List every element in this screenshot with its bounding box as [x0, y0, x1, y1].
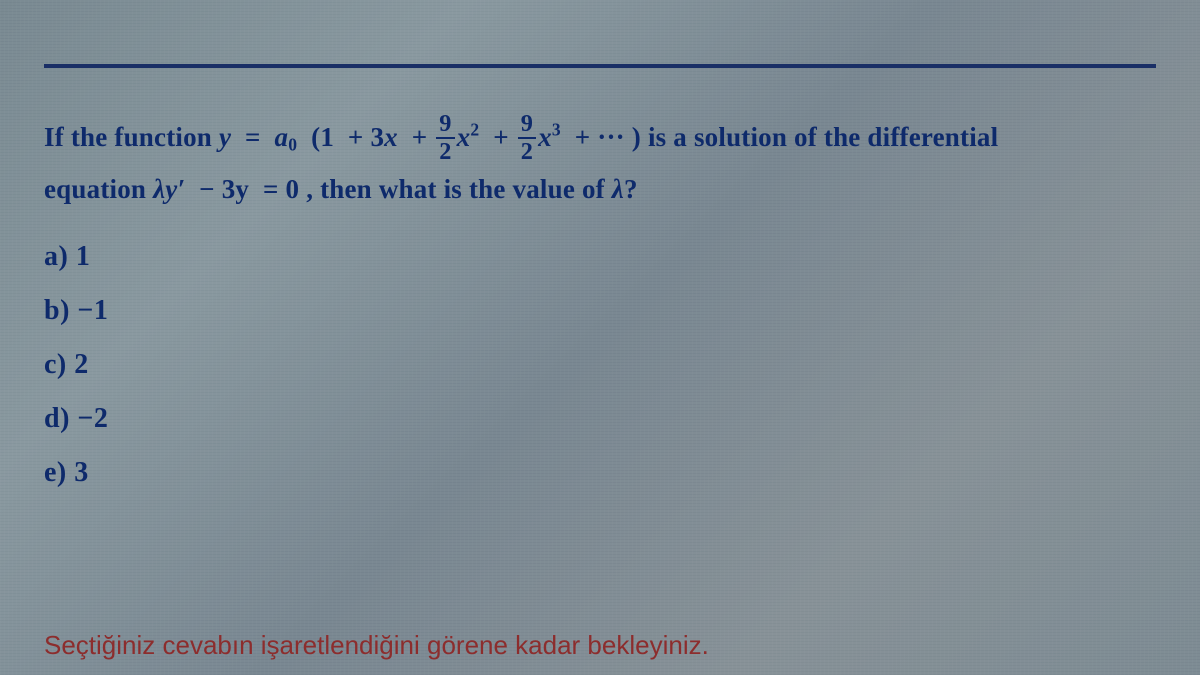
frac-9-2-b: 92: [518, 112, 536, 165]
option-value: 3: [74, 457, 89, 488]
coef-a-sub: 0: [288, 134, 297, 154]
q-prefix-1: If the function: [44, 122, 219, 152]
question-text: If the function y = a0 (1 + 3x + 92x2 + …: [44, 112, 1156, 215]
option-d[interactable]: d) −2: [44, 403, 1156, 435]
zero: 0: [286, 174, 300, 204]
option-b[interactable]: b) −1: [44, 295, 1156, 327]
lambda-2: λ: [612, 174, 624, 204]
coef-a: a: [275, 122, 289, 152]
frac-num-b: 9: [518, 112, 536, 137]
ellipsis: ···: [597, 122, 625, 152]
option-letter: b): [44, 295, 70, 326]
q-suffix-2: , then what is the value of: [306, 174, 612, 204]
option-a[interactable]: a) 1: [44, 241, 1156, 273]
x2-base: x: [457, 122, 471, 152]
x2-exp: 2: [470, 119, 479, 139]
frac-9-2-a: 92: [436, 112, 454, 165]
option-letter: e): [44, 457, 67, 488]
option-letter: c): [44, 349, 67, 380]
yprime: y′: [165, 174, 185, 204]
footer-instruction: Seçtiğiniz cevabın işaretlendiğini gören…: [44, 630, 709, 661]
option-value: 1: [76, 241, 91, 272]
lambda-1: λ: [153, 174, 165, 204]
term-1: 1: [320, 122, 334, 152]
term-3x-coef: 3: [370, 122, 384, 152]
frac-num: 9: [436, 112, 454, 137]
horizontal-rule: [44, 64, 1156, 68]
option-letter: d): [44, 403, 70, 434]
frac-den-b: 2: [518, 137, 536, 164]
x3-exp: 3: [552, 119, 561, 139]
q-suffix-1: is a solution of the differential: [648, 122, 998, 152]
option-value: −2: [77, 403, 108, 434]
var-y: y: [219, 122, 231, 152]
q-end: ?: [624, 174, 638, 204]
minus3y-text: 3y: [222, 174, 249, 204]
x3-base: x: [538, 122, 552, 152]
three-y: 3y: [222, 174, 249, 204]
option-letter: a): [44, 241, 68, 272]
q-prefix-2: equation: [44, 174, 153, 204]
question-line-2: equation λy′ − 3y = 0 , then what is the…: [44, 165, 1156, 215]
question-line-1: If the function y = a0 (1 + 3x + 92x2 + …: [44, 112, 1156, 165]
option-c[interactable]: c) 2: [44, 349, 1156, 381]
options-list: a) 1 b) −1 c) 2 d) −2 e) 3: [44, 241, 1156, 489]
option-value: −1: [77, 295, 108, 326]
option-value: 2: [74, 349, 89, 380]
frac-den: 2: [436, 137, 454, 164]
term-3x-x: x: [384, 122, 398, 152]
option-e[interactable]: e) 3: [44, 457, 1156, 489]
